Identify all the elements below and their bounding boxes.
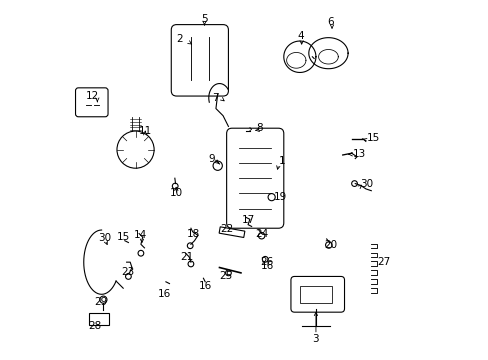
Text: 19: 19 <box>273 192 286 202</box>
Circle shape <box>213 161 222 170</box>
Text: 1: 1 <box>278 157 285 166</box>
Text: 23: 23 <box>121 267 134 277</box>
Circle shape <box>325 242 331 248</box>
Text: 16: 16 <box>261 261 274 271</box>
Circle shape <box>172 183 178 189</box>
Text: 30: 30 <box>98 233 111 243</box>
Circle shape <box>258 233 264 239</box>
Text: 5: 5 <box>201 14 207 23</box>
Circle shape <box>125 274 131 279</box>
Text: 8: 8 <box>256 123 263 133</box>
Text: 18: 18 <box>186 229 200 239</box>
Text: 21: 21 <box>181 252 194 262</box>
Text: 28: 28 <box>88 321 102 332</box>
Text: 12: 12 <box>86 91 99 101</box>
Circle shape <box>117 131 154 168</box>
Text: 16: 16 <box>198 282 211 292</box>
Text: 15: 15 <box>116 232 129 242</box>
Circle shape <box>225 270 231 276</box>
Text: 29: 29 <box>94 297 107 307</box>
Text: 10: 10 <box>170 188 183 198</box>
Circle shape <box>267 194 275 201</box>
Circle shape <box>188 261 193 267</box>
Text: 27: 27 <box>377 257 390 267</box>
Bar <box>89 313 108 325</box>
Text: 2: 2 <box>176 34 183 44</box>
Text: 3: 3 <box>312 334 319 344</box>
Circle shape <box>262 256 267 262</box>
FancyBboxPatch shape <box>290 276 344 312</box>
Text: 30: 30 <box>359 179 372 189</box>
Circle shape <box>100 296 107 303</box>
Text: 15: 15 <box>366 133 380 143</box>
FancyBboxPatch shape <box>171 24 228 96</box>
Polygon shape <box>219 227 244 238</box>
Circle shape <box>351 181 357 186</box>
FancyBboxPatch shape <box>75 88 108 117</box>
Circle shape <box>138 250 143 256</box>
Bar <box>299 286 331 303</box>
Text: 24: 24 <box>255 229 268 239</box>
Text: 20: 20 <box>324 240 337 250</box>
Text: 25: 25 <box>219 271 232 281</box>
Text: 11: 11 <box>138 126 151 136</box>
Text: 6: 6 <box>327 17 334 27</box>
Text: 22: 22 <box>220 224 233 234</box>
Text: 17: 17 <box>241 215 254 225</box>
Text: 7: 7 <box>211 93 218 103</box>
FancyBboxPatch shape <box>226 128 283 228</box>
Text: 26: 26 <box>260 257 273 267</box>
Text: 4: 4 <box>297 31 304 41</box>
Text: 16: 16 <box>157 289 170 298</box>
Text: 9: 9 <box>208 154 215 164</box>
Circle shape <box>187 243 193 249</box>
Text: 14: 14 <box>134 230 147 240</box>
Text: 13: 13 <box>352 149 365 159</box>
